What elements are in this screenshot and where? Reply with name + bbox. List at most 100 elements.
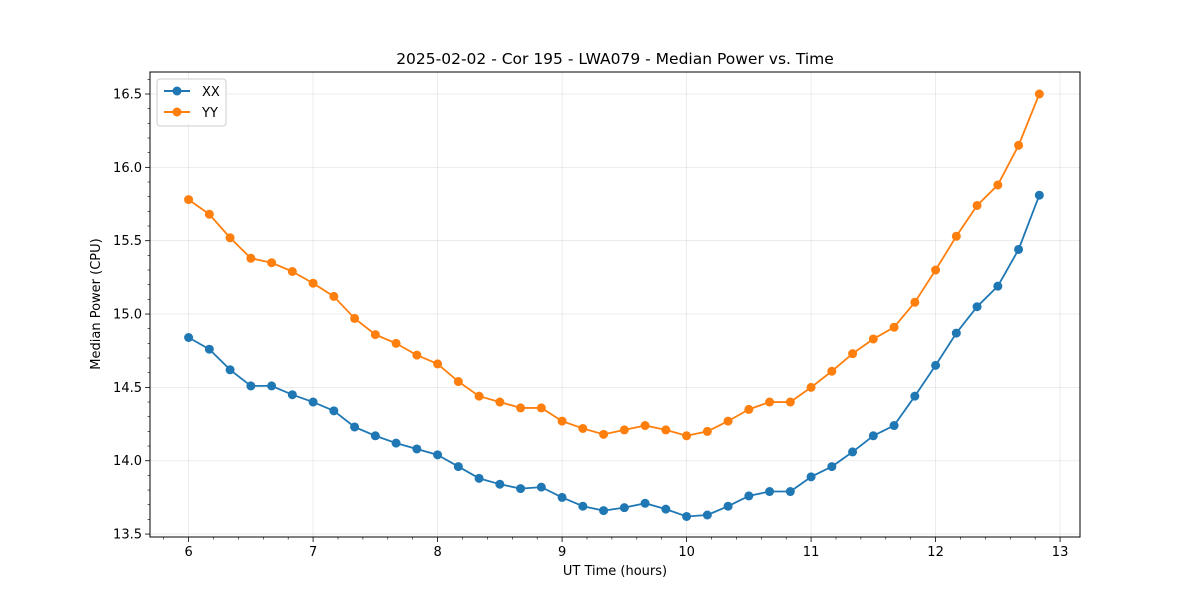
data-point-xx — [308, 397, 318, 407]
data-point-xx — [184, 333, 194, 343]
data-point-xx — [785, 487, 795, 497]
data-point-xx — [412, 444, 422, 454]
data-point-yy — [972, 200, 982, 210]
data-point-xx — [723, 501, 733, 511]
x-tick-label: 11 — [803, 545, 820, 560]
data-point-yy — [557, 416, 567, 426]
data-point-xx — [350, 422, 360, 432]
data-point-yy — [308, 278, 318, 288]
data-point-yy — [806, 382, 816, 392]
data-point-xx — [225, 365, 235, 375]
data-point-yy — [412, 350, 422, 360]
x-tick-label: 12 — [927, 545, 944, 560]
data-point-yy — [287, 266, 297, 276]
legend-marker-xx — [172, 86, 182, 96]
x-axis-label: UT Time (hours) — [563, 564, 667, 579]
data-point-xx — [495, 479, 505, 489]
y-tick-label: 13.5 — [113, 528, 142, 543]
data-point-xx — [910, 391, 920, 401]
data-point-xx — [391, 438, 401, 448]
data-point-yy — [827, 366, 837, 376]
data-point-yy — [951, 231, 961, 241]
y-tick-label: 14.5 — [113, 381, 142, 396]
data-point-yy — [536, 403, 546, 413]
data-point-xx — [619, 503, 629, 513]
data-point-yy — [184, 195, 194, 205]
data-point-yy — [204, 209, 214, 219]
y-tick-label: 14.0 — [113, 454, 142, 469]
data-point-yy — [329, 291, 339, 301]
data-point-xx — [640, 498, 650, 508]
chart-title: 2025-02-02 - Cor 195 - LWA079 - Median P… — [396, 50, 834, 68]
data-point-yy — [682, 431, 692, 441]
data-point-xx — [516, 484, 526, 494]
data-point-yy — [599, 429, 609, 439]
data-point-yy — [744, 404, 754, 414]
data-point-xx — [972, 302, 982, 312]
data-point-yy — [619, 425, 629, 435]
data-point-yy — [785, 397, 795, 407]
data-point-yy — [868, 334, 878, 344]
series-layer — [184, 89, 1044, 521]
data-point-yy — [246, 253, 256, 263]
data-point-xx — [474, 473, 484, 483]
data-point-yy — [433, 359, 443, 369]
data-point-yy — [495, 397, 505, 407]
data-point-yy — [661, 425, 671, 435]
data-point-xx — [557, 492, 567, 502]
data-point-yy — [267, 258, 277, 268]
data-point-xx — [536, 482, 546, 492]
data-point-yy — [350, 313, 360, 323]
data-point-xx — [993, 281, 1003, 291]
data-point-xx — [246, 381, 256, 391]
data-point-xx — [433, 450, 443, 460]
x-tick-label: 9 — [558, 545, 566, 560]
data-point-xx — [370, 431, 380, 441]
data-point-yy — [931, 265, 941, 275]
data-point-yy — [1034, 89, 1044, 99]
data-point-yy — [848, 349, 858, 359]
data-point-yy — [516, 403, 526, 413]
data-point-xx — [267, 381, 277, 391]
plot-frame — [149, 71, 1081, 538]
data-point-yy — [723, 416, 733, 426]
data-point-xx — [453, 462, 463, 472]
data-point-xx — [806, 472, 816, 482]
data-point-yy — [370, 330, 380, 340]
data-point-yy — [578, 423, 588, 433]
legend-label-yy: YY — [201, 106, 218, 121]
data-point-yy — [225, 233, 235, 243]
data-point-xx — [599, 506, 609, 516]
data-point-xx — [744, 491, 754, 501]
data-point-xx — [951, 328, 961, 338]
data-point-xx — [702, 510, 712, 520]
grid — [150, 72, 1080, 537]
data-point-yy — [640, 421, 650, 431]
data-point-yy — [453, 377, 463, 387]
data-point-yy — [1014, 140, 1024, 150]
x-tick-label: 6 — [184, 545, 192, 560]
data-point-yy — [702, 426, 712, 436]
data-point-xx — [661, 504, 671, 514]
data-point-yy — [910, 297, 920, 307]
x-tick-label: 10 — [678, 545, 695, 560]
data-point-xx — [578, 501, 588, 511]
x-tick-label: 13 — [1052, 545, 1069, 560]
y-axis-label: Median Power (CPU) — [89, 238, 104, 369]
ticks: 6 7 8 9 10 11 12 13 13.5 14.0 14.5 15.0 15.5 16.0 16.5 — [113, 79, 1068, 560]
data-point-yy — [474, 391, 484, 401]
data-point-yy — [765, 397, 775, 407]
y-tick-label: 15.0 — [113, 308, 142, 323]
data-point-xx — [827, 462, 837, 472]
data-point-xx — [765, 487, 775, 497]
x-tick-label: 8 — [433, 545, 441, 560]
data-point-xx — [848, 447, 858, 457]
y-tick-label: 16.0 — [113, 161, 142, 176]
data-point-xx — [889, 421, 899, 431]
legend-marker-yy — [172, 107, 182, 117]
y-tick-label: 15.5 — [113, 234, 142, 249]
data-point-yy — [993, 180, 1003, 190]
data-point-xx — [329, 406, 339, 416]
legend: XX YY — [156, 78, 227, 127]
